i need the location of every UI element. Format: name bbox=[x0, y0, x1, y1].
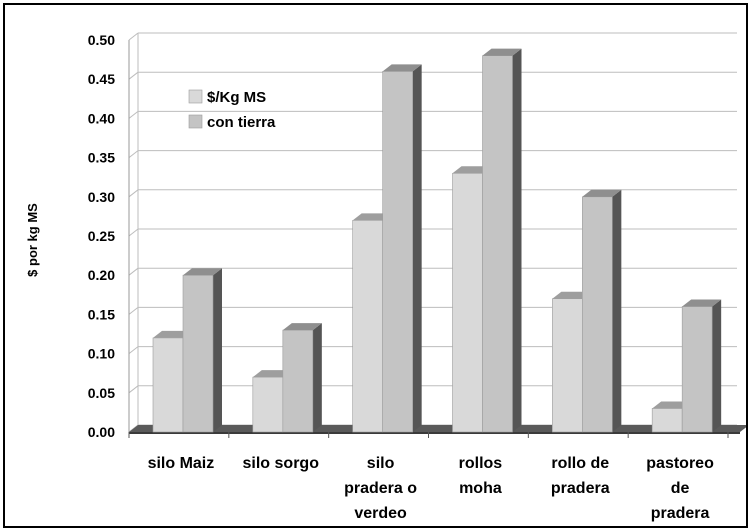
legend-swatch bbox=[188, 89, 203, 104]
y-tick-label: 0.05 bbox=[88, 385, 115, 401]
gridline-side bbox=[128, 71, 139, 80]
x-tick-label: silo Maiz bbox=[148, 455, 215, 472]
y-tick-label: 0.10 bbox=[88, 346, 115, 362]
gridline-side bbox=[128, 267, 139, 276]
bar bbox=[582, 196, 613, 433]
y-tick-label: 0.20 bbox=[88, 267, 115, 283]
bar bbox=[152, 337, 184, 433]
x-tick-label: silo bbox=[367, 455, 395, 472]
x-tick-label: silo sorgo bbox=[243, 455, 320, 472]
y-tick-label: 0.50 bbox=[88, 32, 115, 48]
x-tick-label: de bbox=[671, 480, 690, 497]
y-tick-label: 0.30 bbox=[88, 189, 115, 205]
bar-top bbox=[382, 64, 422, 72]
bar-side bbox=[612, 189, 622, 432]
x-tick-label: rollo de bbox=[551, 455, 609, 472]
bar-side bbox=[412, 64, 422, 433]
bar-top bbox=[552, 291, 592, 299]
x-axis-category-labels: silo Maiz silo sorgo silo pradera o verdeo ro… bbox=[148, 455, 715, 522]
bar bbox=[651, 408, 683, 433]
bar-top bbox=[352, 213, 392, 221]
floor-front-edge bbox=[129, 432, 740, 434]
gridline-side bbox=[128, 111, 139, 119]
y-tick-label: 0.15 bbox=[88, 306, 115, 322]
gridline-side bbox=[128, 307, 139, 315]
bar-top bbox=[582, 189, 622, 197]
bar-side bbox=[312, 323, 322, 432]
y-axis-label: $ por kg MS bbox=[25, 203, 40, 277]
x-tick-label: moha bbox=[459, 480, 502, 497]
bar-side bbox=[512, 48, 522, 433]
gridline-side bbox=[128, 150, 139, 158]
bar-top bbox=[252, 370, 292, 378]
gridline-side bbox=[128, 228, 139, 237]
gridline-side bbox=[128, 32, 139, 41]
chart-frame: 0.00 0.05 0.10 0.15 0.20 0.25 0.30 0.35 0.40 0.45… bbox=[3, 3, 749, 528]
x-tick-label: rollos bbox=[459, 455, 503, 472]
y-tick-label: 0.00 bbox=[88, 424, 115, 440]
gridline-side bbox=[128, 346, 139, 354]
bar-top bbox=[153, 330, 192, 338]
x-tick-label: pastoreo bbox=[646, 455, 714, 472]
bar-top bbox=[682, 299, 722, 307]
bar-top bbox=[183, 268, 222, 276]
gridlines bbox=[128, 32, 737, 433]
y-tick-label: 0.40 bbox=[88, 110, 115, 126]
x-tick-label: verdeo bbox=[354, 505, 407, 522]
y-tick-label: 0.45 bbox=[88, 71, 115, 87]
bar bbox=[382, 71, 413, 433]
bar bbox=[282, 329, 314, 433]
y-tick-label: 0.35 bbox=[88, 150, 115, 166]
bar bbox=[182, 274, 214, 433]
bar-top bbox=[482, 48, 522, 56]
bar bbox=[482, 55, 513, 433]
bar-chart: 0.00 0.05 0.10 0.15 0.20 0.25 0.30 0.35 0.40 0.45… bbox=[25, 32, 749, 522]
x-tick-label: pradera o bbox=[344, 480, 417, 497]
bar bbox=[352, 220, 383, 433]
gridline-side bbox=[128, 385, 139, 394]
gridline-side bbox=[128, 189, 139, 198]
bar-top bbox=[652, 401, 692, 409]
legend-label: con tierra bbox=[207, 114, 276, 131]
bars bbox=[152, 48, 722, 433]
legend-swatch bbox=[188, 114, 203, 129]
bar-side bbox=[213, 268, 222, 432]
x-tick-label: pradera bbox=[651, 505, 710, 522]
bar bbox=[252, 376, 284, 433]
bar-top bbox=[452, 166, 492, 174]
y-axis-tick-labels: 0.00 0.05 0.10 0.15 0.20 0.25 0.30 0.35 0.40 0.45… bbox=[88, 32, 115, 440]
y-tick-label: 0.25 bbox=[88, 228, 115, 244]
legend: $/Kg MS con tierra bbox=[188, 89, 276, 131]
legend-label: $/Kg MS bbox=[207, 89, 266, 106]
bar-top bbox=[282, 323, 322, 331]
x-tick-label: pradera bbox=[551, 480, 610, 497]
bar-side bbox=[712, 299, 722, 432]
bar bbox=[681, 306, 713, 433]
bar bbox=[552, 298, 583, 433]
bar bbox=[452, 172, 483, 433]
